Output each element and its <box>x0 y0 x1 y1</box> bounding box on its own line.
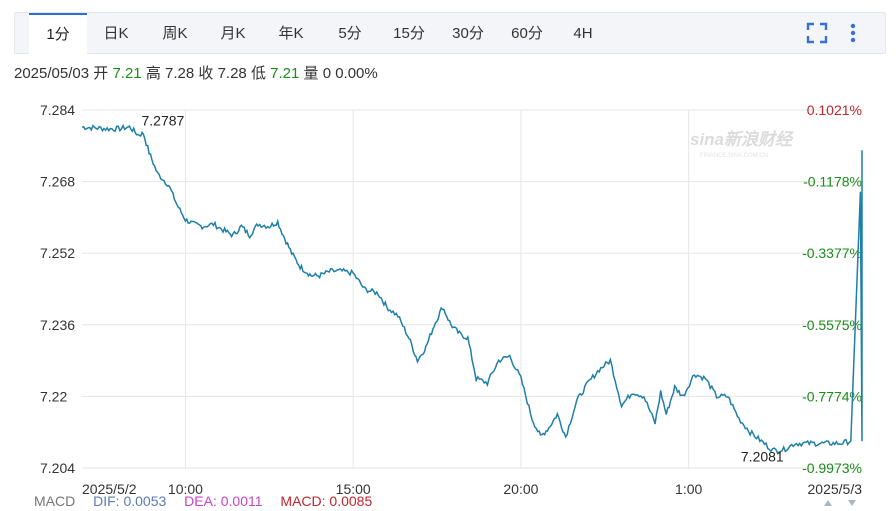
tab-30min[interactable]: 30分 <box>452 25 484 42</box>
tab-1min[interactable]: 1分 <box>29 13 87 54</box>
tab-4h[interactable]: 4H <box>573 25 593 42</box>
volume-value: 0 <box>322 65 332 82</box>
watermark-logo: sina新浪财经 <box>690 130 794 149</box>
percent-tick-label: -0.7774% <box>802 388 862 404</box>
low-label: 低 <box>250 65 266 82</box>
period-tab-bar: 1分 日K 周K 月K 年K 5分 15分 30分 60分 4H <box>14 12 886 54</box>
y-tick-label: 7.22 <box>40 388 67 404</box>
percent-tick-label: -0.5575% <box>802 317 862 333</box>
high-value: 7.28 <box>165 65 195 82</box>
change-pct: 0.00% <box>335 65 378 82</box>
quote-date: 2025/05/03 <box>14 65 90 82</box>
min-price-label: 7.2081 <box>741 449 784 465</box>
open-value: 7.21 <box>112 65 142 82</box>
percent-tick-label: 0.1021% <box>807 102 862 118</box>
volume-label: 量 <box>303 65 319 82</box>
x-tick-label: 10:00 <box>168 481 203 497</box>
fullscreen-icon[interactable] <box>805 21 829 45</box>
x-axis-time-ticks: 2025/5/2 10:00 15:00 20:00 1:00 2025/5/3 <box>82 481 862 497</box>
tab-daily-k[interactable]: 日K <box>103 25 129 42</box>
tab-weekly-k[interactable]: 周K <box>162 25 188 42</box>
price-series-line <box>81 123 863 454</box>
tab-15min[interactable]: 15分 <box>393 25 425 42</box>
dif-value: DIF: 0.0053 <box>93 493 167 509</box>
y-tick-label: 7.284 <box>40 102 75 118</box>
macd-label: MACD <box>34 493 76 509</box>
tab-yearly-k[interactable]: 年K <box>278 25 304 42</box>
max-price-label: 7.2787 <box>142 113 185 129</box>
macd-value: MACD: 0.0085 <box>280 493 373 509</box>
y-tick-label: 7.236 <box>40 317 75 333</box>
x-tick-label: 20:00 <box>503 481 538 497</box>
chart-grid <box>82 109 862 469</box>
open-label: 开 <box>93 65 109 82</box>
y-tick-label: 7.252 <box>40 245 75 261</box>
macd-indicator-bar: MACD DIF: 0.0053 DEA: 0.0011 MACD: 0.008… <box>34 493 386 509</box>
scroll-up-arrow-icon <box>824 500 832 506</box>
x-tick-label: 2025/5/2 <box>82 481 137 497</box>
tab-60min[interactable]: 60分 <box>511 25 543 42</box>
high-label: 高 <box>145 65 161 82</box>
x-tick-label: 15:00 <box>336 481 371 497</box>
x-tick-label: 2025/5/3 <box>808 481 863 497</box>
quote-summary: 2025/05/03 开 7.21 高 7.28 收 7.28 低 7.21 量… <box>14 62 378 83</box>
y-axis-percent-ticks: 0.1021% -0.1178% -0.3377% -0.5575% -0.7774% -… <box>802 102 862 476</box>
watermark-sub: FINANCE.SINA.COM.CN <box>700 153 768 159</box>
percent-tick-label: -0.9973% <box>802 460 862 476</box>
sina-finance-watermark: sina新浪财经 FINANCE.SINA.COM.CN <box>690 130 794 159</box>
dea-value: DEA: 0.0011 <box>184 493 263 509</box>
close-value: 7.28 <box>217 65 247 82</box>
low-value: 7.21 <box>270 65 300 82</box>
close-label: 收 <box>198 65 214 82</box>
y-tick-label: 7.268 <box>40 174 75 190</box>
y-tick-label: 7.204 <box>40 460 75 476</box>
tab-5min[interactable]: 5分 <box>338 25 362 42</box>
percent-tick-label: -0.3377% <box>802 245 862 261</box>
scroll-down-arrow-icon <box>848 500 856 506</box>
vertical-dots-menu-icon[interactable] <box>841 21 865 45</box>
tab-monthly-k[interactable]: 月K <box>220 25 246 42</box>
percent-tick-label: -0.1178% <box>803 174 862 190</box>
y-axis-price-ticks: 7.284 7.268 7.252 7.236 7.22 7.204 <box>40 102 75 476</box>
x-tick-label: 1:00 <box>675 481 702 497</box>
